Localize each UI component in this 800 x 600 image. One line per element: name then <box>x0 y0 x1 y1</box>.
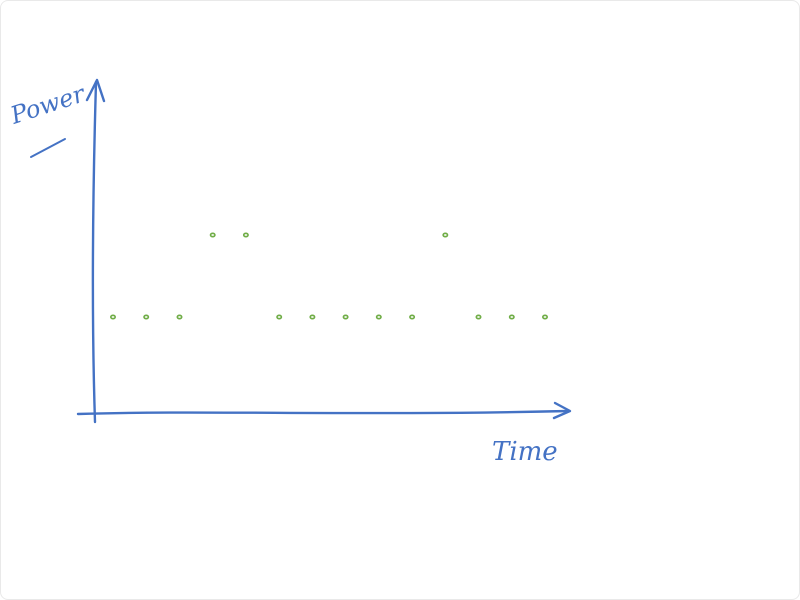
data-point <box>541 314 548 320</box>
data-point <box>342 314 349 320</box>
data-point <box>143 314 150 320</box>
x-axis-arrow-head <box>552 401 572 420</box>
data-point <box>375 314 382 320</box>
data-point <box>110 314 117 320</box>
x-axis-label: Time <box>492 437 558 467</box>
data-point <box>475 314 482 320</box>
data-points <box>110 232 548 320</box>
data-point <box>508 314 515 320</box>
data-point <box>442 232 449 238</box>
data-point <box>209 232 216 238</box>
y-axis-label-underline <box>30 138 66 158</box>
data-point <box>176 314 183 320</box>
data-point <box>409 314 416 320</box>
y-axis-label: Power <box>6 79 89 130</box>
x-axis-line <box>76 409 570 416</box>
y-axis-arrow-head <box>85 78 106 103</box>
y-axis-line <box>91 80 98 424</box>
data-point <box>242 232 249 238</box>
data-point <box>276 314 283 320</box>
data-point <box>309 314 316 320</box>
